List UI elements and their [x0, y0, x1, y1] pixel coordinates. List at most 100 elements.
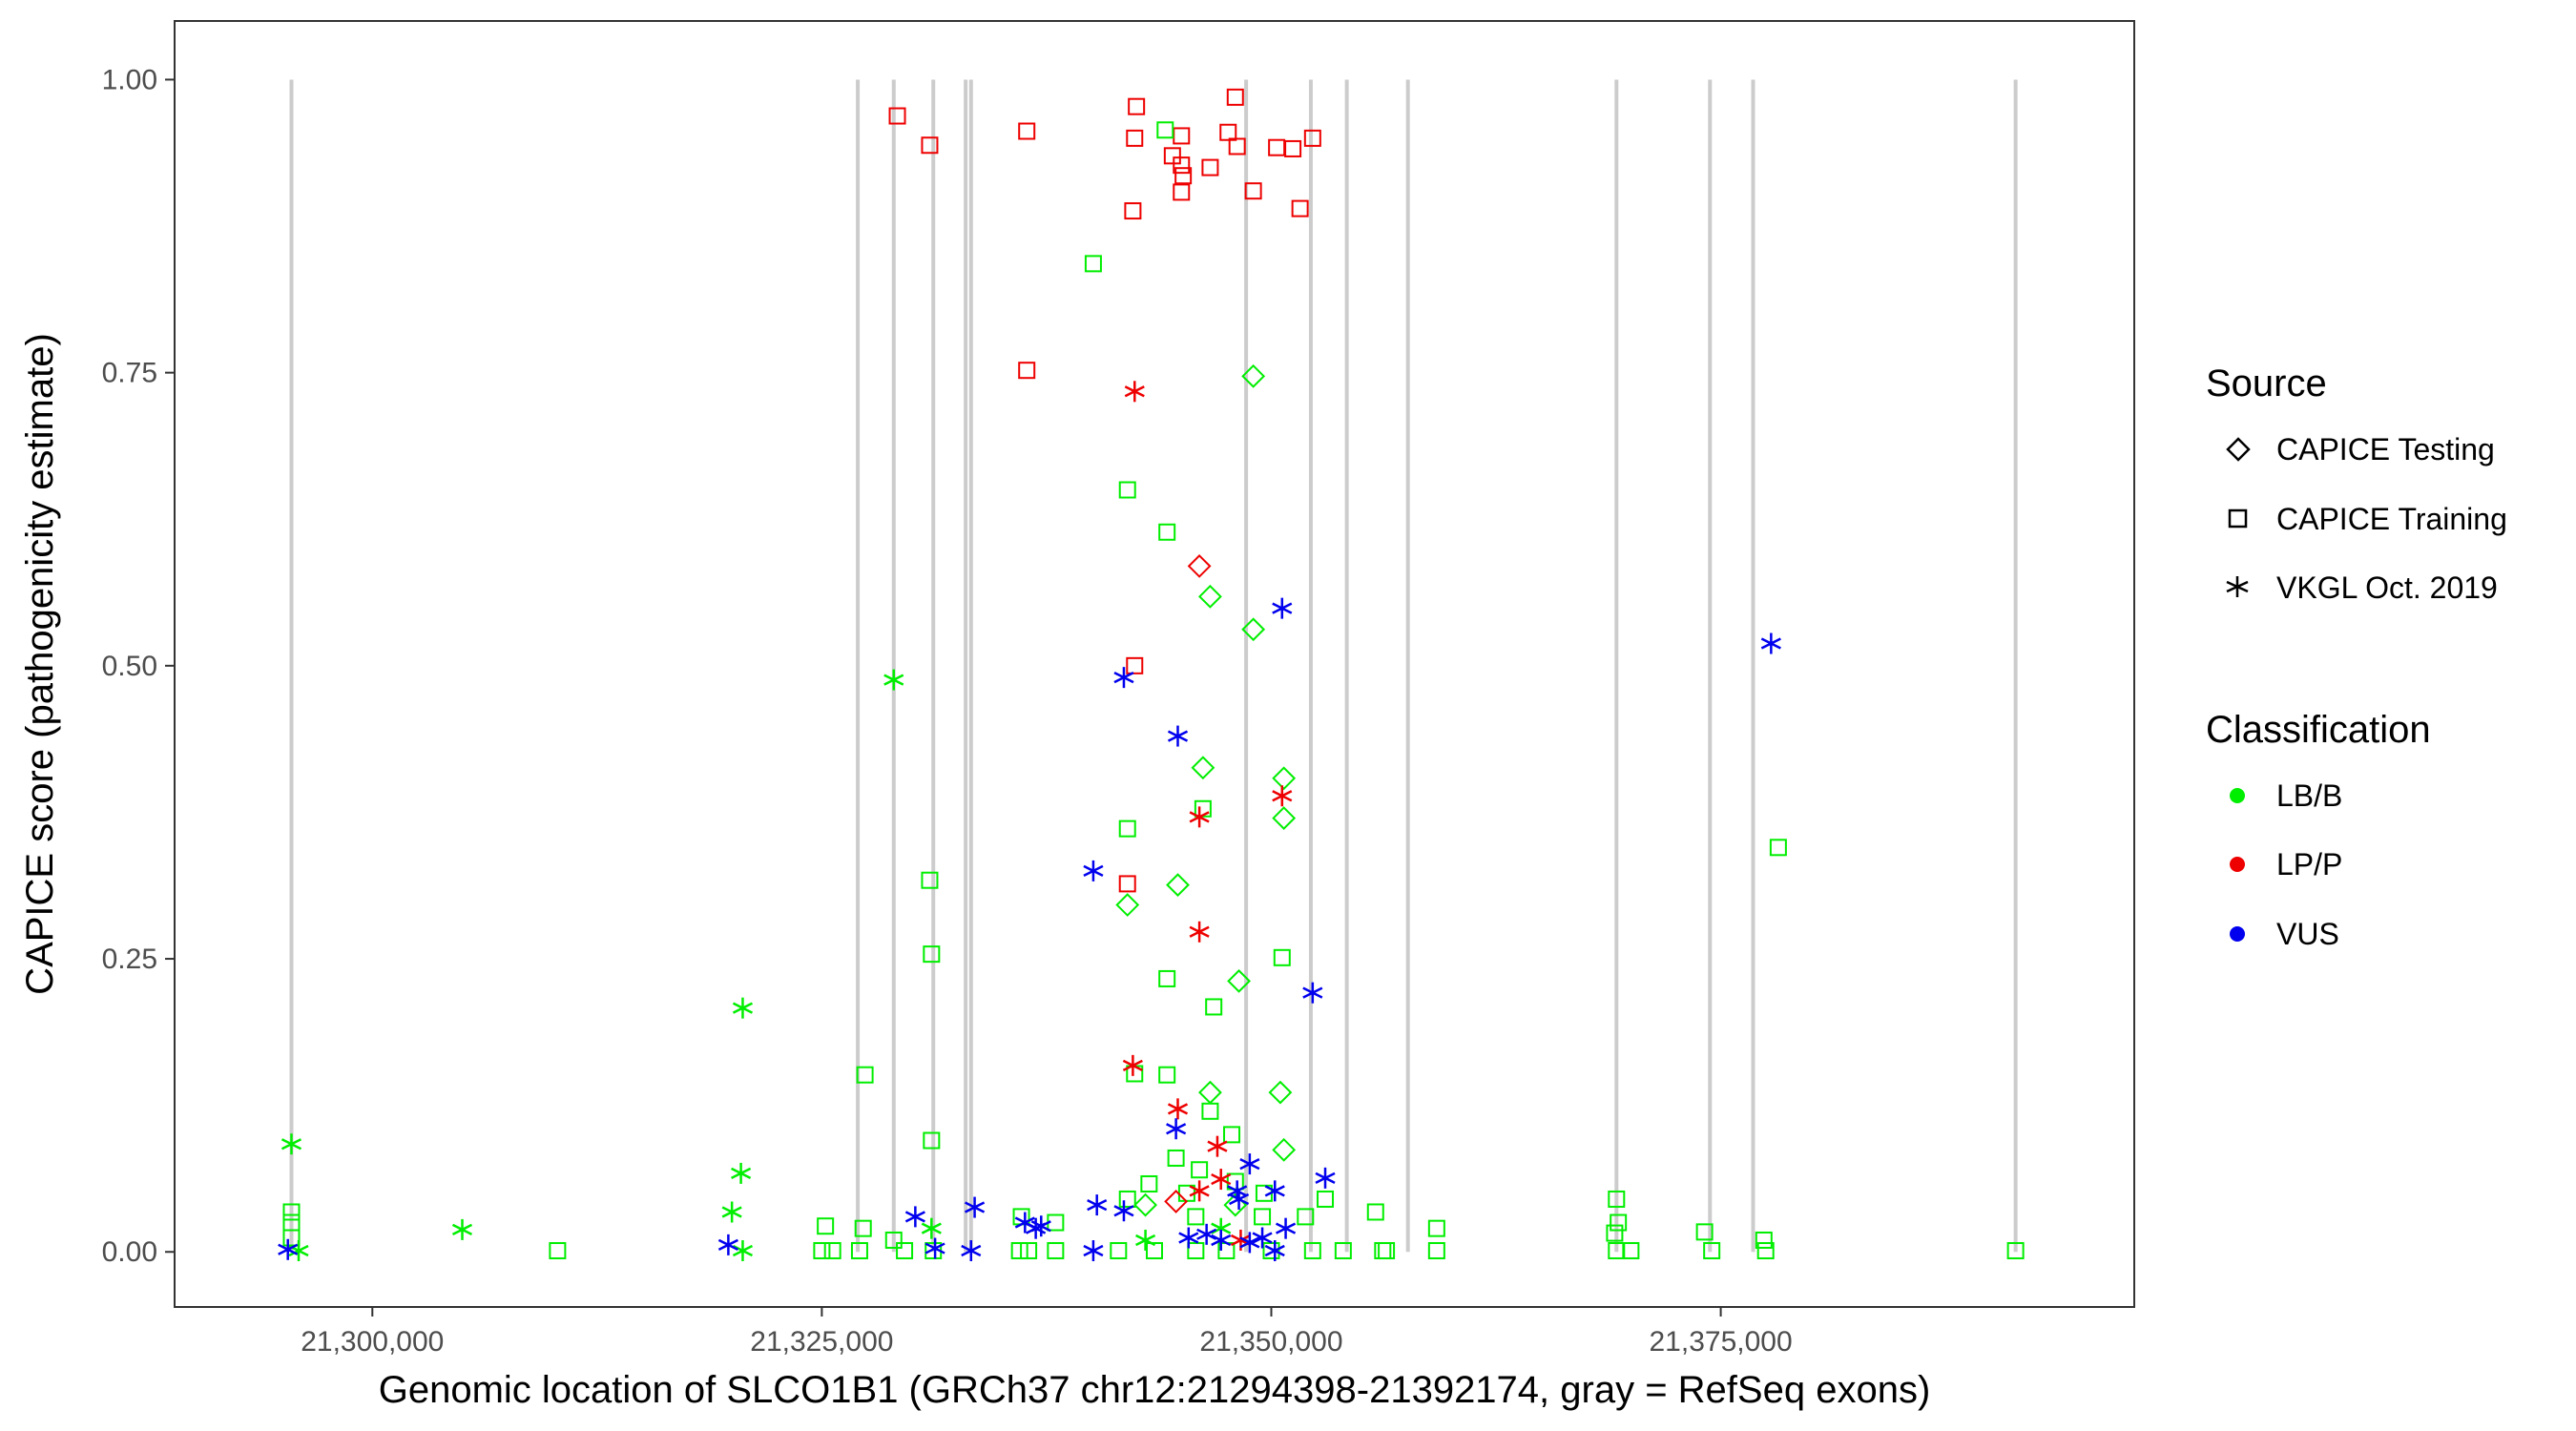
data-point — [924, 1237, 945, 1259]
data-point — [1223, 1126, 1241, 1144]
data-point — [1303, 129, 1321, 147]
data-point — [1229, 1188, 1250, 1210]
x-tick-label: 21,325,000 — [750, 1326, 893, 1358]
data-point — [1276, 1217, 1297, 1239]
data-point — [1211, 1229, 1232, 1251]
vus-dot-icon — [2230, 926, 2245, 942]
data-point — [1622, 1242, 1640, 1260]
data-point — [921, 136, 939, 155]
data-point — [278, 1238, 299, 1260]
data-point — [1158, 969, 1176, 987]
data-point — [1133, 1192, 1157, 1217]
legend-source-item-testing: CAPICE Testing — [2226, 432, 2495, 467]
data-point — [2006, 1242, 2025, 1260]
data-point — [1126, 656, 1144, 674]
data-point — [1227, 968, 1251, 993]
data-point — [1317, 1190, 1335, 1208]
y-tick-label: 1.00 — [102, 64, 157, 95]
legend-class-item-lpp: LP/P — [2230, 847, 2342, 881]
data-point — [1124, 202, 1142, 220]
data-point — [1264, 1240, 1285, 1262]
data-point — [1297, 1208, 1315, 1226]
data-point — [1118, 481, 1136, 499]
data-point — [1158, 1066, 1176, 1084]
data-point — [921, 871, 939, 889]
data-point — [1755, 1231, 1773, 1249]
data-point — [1219, 123, 1237, 141]
data-point — [1272, 597, 1293, 619]
legend-class-item-vus: VUS — [2230, 917, 2339, 951]
y-axis: 0.00 0.25 0.50 0.75 1.00 — [102, 64, 175, 1268]
data-point — [1164, 1189, 1189, 1213]
data-point — [1189, 1180, 1210, 1202]
data-point — [823, 1242, 841, 1260]
data-point — [1118, 875, 1136, 893]
data-point — [1128, 97, 1146, 115]
data-point — [1191, 1161, 1209, 1179]
data-point — [923, 1131, 941, 1150]
data-point — [813, 1242, 831, 1260]
lbb-dot-icon — [2230, 788, 2245, 803]
data-point — [1334, 1242, 1352, 1260]
data-point — [1427, 1242, 1445, 1260]
data-point — [721, 1201, 742, 1223]
data-point — [1272, 766, 1297, 791]
x-axis-title: Genomic location of SLCO1B1 (GRCh37 chr1… — [379, 1369, 1931, 1411]
data-point — [1187, 1242, 1205, 1260]
data-point — [1163, 147, 1181, 165]
data-point — [965, 1196, 986, 1218]
data-point — [1198, 584, 1222, 609]
data-point — [1122, 1054, 1143, 1076]
data-point — [1113, 667, 1134, 689]
data-point — [1084, 255, 1102, 273]
data-point — [883, 669, 904, 691]
y-tick-label: 0.25 — [102, 944, 157, 975]
data-point — [1167, 1098, 1189, 1120]
data-point — [856, 1066, 874, 1084]
x-tick-label: 21,350,000 — [1199, 1326, 1342, 1358]
data-point — [1198, 1080, 1222, 1105]
data-point — [1252, 1227, 1273, 1249]
data-point — [1174, 167, 1193, 185]
legend-source-item-vkgl: VKGL Oct. 2019 — [2226, 570, 2498, 605]
data-point — [1254, 1208, 1272, 1226]
data-point — [1118, 1190, 1136, 1208]
data-point — [1047, 1242, 1065, 1260]
data-point — [1769, 839, 1787, 857]
data-point — [854, 1219, 872, 1237]
data-point — [1010, 1242, 1028, 1260]
data-point — [1272, 1137, 1297, 1162]
data-point — [1608, 1190, 1626, 1208]
data-point — [896, 1242, 914, 1260]
data-point — [1135, 1229, 1156, 1251]
data-point — [1756, 1242, 1775, 1260]
data-point — [1173, 183, 1191, 201]
x-axis: 21,300,000 21,325,000 21,350,000 21,375,000 — [301, 1307, 1793, 1358]
data-point — [1018, 362, 1036, 380]
asterisk-icon — [2226, 576, 2249, 597]
data-point — [1291, 199, 1309, 218]
data-point — [1695, 1223, 1714, 1241]
data-point — [888, 107, 906, 125]
legend-label-vkgl: VKGL Oct. 2019 — [2276, 570, 2498, 605]
data-point — [549, 1242, 567, 1260]
data-point — [1083, 1240, 1104, 1262]
data-point — [1226, 88, 1244, 106]
data-point — [1427, 1219, 1445, 1237]
data-point — [1268, 1080, 1293, 1105]
data-point — [1189, 921, 1210, 943]
data-point — [1239, 1232, 1260, 1254]
square-icon — [2228, 508, 2248, 529]
data-point — [1273, 948, 1291, 966]
data-point — [1211, 1169, 1232, 1191]
data-point — [1118, 819, 1136, 838]
data-point — [1187, 1208, 1205, 1226]
data-point — [850, 1242, 868, 1260]
data-point — [1264, 1180, 1285, 1202]
data-point — [1205, 998, 1223, 1016]
data-point — [1239, 1153, 1260, 1175]
data-point — [817, 1217, 835, 1235]
data-point — [1703, 1242, 1721, 1260]
